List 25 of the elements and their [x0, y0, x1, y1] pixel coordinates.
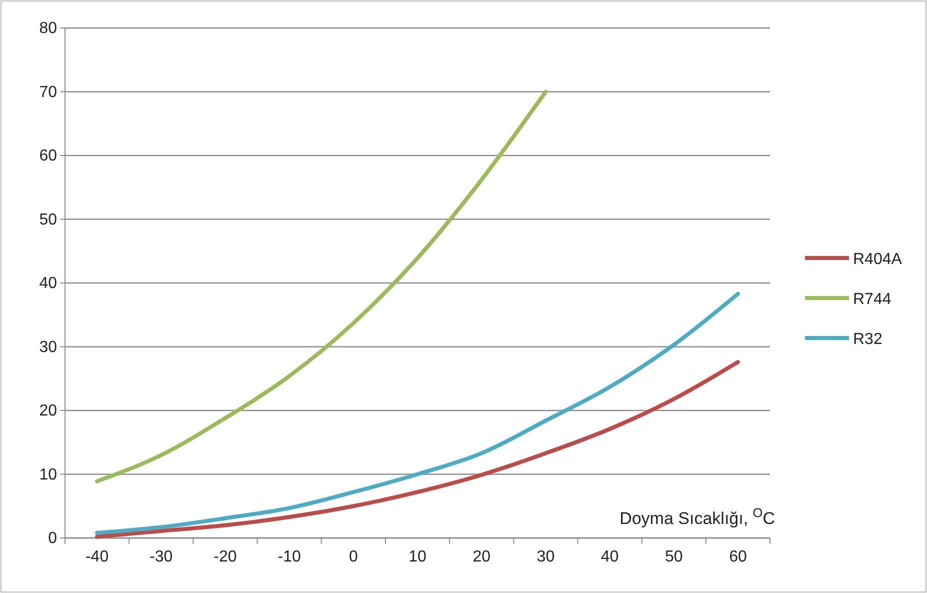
x-tick-label: 50: [664, 548, 683, 566]
legend-label: R32: [853, 331, 882, 348]
x-tick-label: -40: [85, 548, 109, 566]
y-tick-label: 70: [39, 84, 58, 101]
y-tick-label: 20: [39, 402, 58, 420]
x-tick-label: -20: [214, 548, 237, 566]
y-tick-label: 80: [39, 20, 58, 38]
x-tick-label: 30: [536, 548, 555, 566]
x-tick-label: 10: [408, 548, 426, 566]
y-tick-label: 60: [39, 148, 58, 165]
y-tick-label: 10: [39, 466, 58, 484]
y-tick-label: 0: [48, 530, 58, 548]
y-tick-label: 50: [39, 211, 58, 228]
y-tick-label: 40: [39, 275, 58, 292]
x-tick-label: 0: [348, 548, 358, 566]
x-tick-label: -30: [150, 548, 173, 566]
x-tick-label: 40: [600, 548, 619, 566]
legend-label: R404A: [853, 251, 902, 268]
x-axis-title: Doyma Sıcaklığı, $^{O}$C: [620, 504, 775, 528]
x-tick-label: -10: [278, 548, 301, 566]
legend-label: R744: [853, 291, 892, 308]
y-tick-label: 30: [39, 338, 58, 356]
x-tick-label: 60: [729, 548, 747, 566]
x-tick-label: 20: [472, 548, 491, 566]
line-series: [95, 90, 548, 484]
